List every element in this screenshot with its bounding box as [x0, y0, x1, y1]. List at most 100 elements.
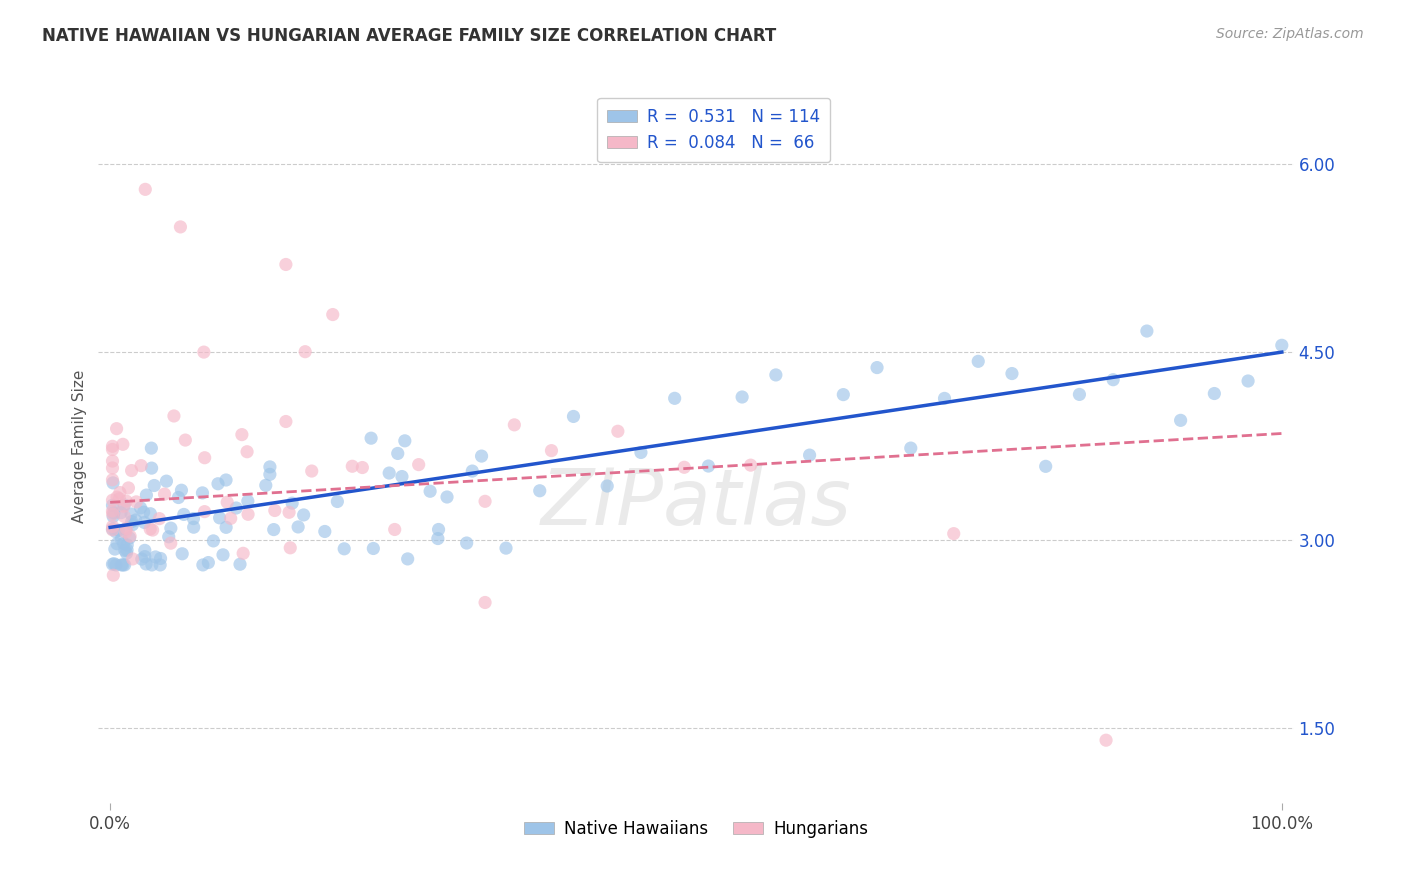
Point [134, 543, 156, 558]
Point [101, 442, 124, 457]
Point [193, 345, 215, 359]
Point [236, 444, 259, 458]
Point [139, 507, 162, 521]
Point [112, 498, 135, 512]
Point [129, 500, 152, 515]
Point [172, 547, 194, 561]
Point [110, 533, 132, 547]
Point [135, 557, 157, 571]
Point [112, 500, 135, 514]
Point [294, 344, 316, 359]
Point [121, 464, 143, 478]
Point [101, 475, 124, 490]
Point [101, 461, 124, 475]
Text: ZIPatlas: ZIPatlas [540, 465, 852, 541]
Point [101, 504, 124, 518]
Point [474, 595, 496, 609]
Point [1237, 374, 1260, 388]
Point [1136, 324, 1159, 338]
Point [562, 409, 585, 424]
Point [419, 484, 441, 499]
Point [765, 368, 787, 382]
Point [174, 433, 197, 447]
Point [134, 182, 156, 196]
Point [387, 446, 409, 460]
Point [111, 437, 134, 451]
Point [259, 459, 281, 474]
Point [110, 506, 132, 520]
Point [101, 473, 124, 487]
Point [219, 511, 242, 525]
Point [114, 558, 136, 572]
Point [114, 543, 136, 558]
Point [471, 449, 494, 463]
Point [101, 454, 124, 468]
Point [866, 360, 889, 375]
Point [105, 422, 128, 436]
Point [197, 556, 219, 570]
Point [183, 520, 205, 534]
Point [606, 424, 628, 438]
Point [141, 558, 163, 572]
Point [1069, 387, 1091, 401]
Point [461, 464, 484, 478]
Point [1035, 459, 1057, 474]
Point [1271, 338, 1294, 352]
Text: Source: ZipAtlas.com: Source: ZipAtlas.com [1216, 27, 1364, 41]
Point [169, 219, 191, 234]
Point [232, 546, 254, 560]
Point [697, 458, 720, 473]
Point [832, 387, 855, 401]
Point [731, 390, 754, 404]
Point [101, 507, 124, 521]
Point [301, 464, 323, 478]
Point [115, 521, 138, 535]
Point [363, 541, 385, 556]
Point [104, 524, 127, 539]
Point [103, 557, 125, 571]
Point [436, 490, 458, 504]
Point [141, 441, 163, 455]
Point [104, 542, 127, 557]
Point [107, 523, 129, 537]
Point [207, 476, 229, 491]
Point [217, 495, 239, 509]
Point [115, 546, 138, 560]
Point [148, 511, 170, 525]
Point [143, 478, 166, 492]
Point [540, 443, 562, 458]
Point [900, 441, 922, 455]
Point [378, 466, 401, 480]
Point [135, 488, 157, 502]
Point [121, 552, 143, 566]
Point [259, 467, 281, 482]
Point [630, 445, 652, 459]
Point [254, 478, 277, 492]
Point [114, 525, 136, 540]
Point [391, 469, 413, 483]
Point [236, 494, 259, 508]
Point [117, 481, 139, 495]
Point [263, 503, 285, 517]
Point [934, 392, 956, 406]
Point [278, 505, 301, 519]
Point [212, 548, 235, 562]
Point [231, 427, 253, 442]
Point [121, 515, 143, 529]
Point [394, 434, 416, 448]
Point [322, 308, 344, 322]
Point [134, 516, 156, 530]
Point [236, 508, 259, 522]
Point [281, 496, 304, 510]
Point [287, 520, 309, 534]
Point [115, 494, 138, 508]
Point [163, 409, 186, 423]
Point [121, 517, 143, 532]
Point [274, 415, 297, 429]
Text: NATIVE HAWAIIAN VS HUNGARIAN AVERAGE FAMILY SIZE CORRELATION CHART: NATIVE HAWAIIAN VS HUNGARIAN AVERAGE FAM… [42, 27, 776, 45]
Point [342, 459, 364, 474]
Point [352, 460, 374, 475]
Point [108, 485, 131, 500]
Point [426, 532, 449, 546]
Point [326, 494, 349, 508]
